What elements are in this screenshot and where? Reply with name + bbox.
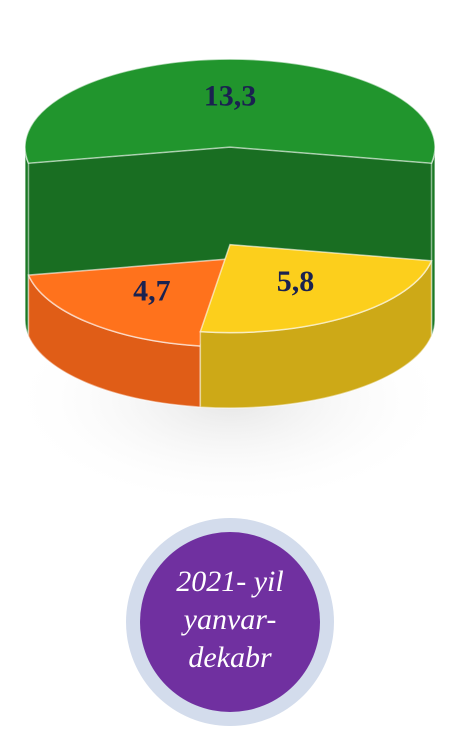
slice-top [24, 58, 436, 165]
slice: 5,8 [199, 243, 433, 409]
annotation-line: yanvar- [181, 603, 277, 636]
badge [140, 532, 320, 712]
data-label: 5,8 [277, 265, 315, 298]
slice-top [27, 258, 232, 347]
data-label: 13,3 [204, 80, 257, 113]
annotation-line: 2021- yil [176, 565, 283, 598]
data-label: 4,7 [133, 275, 171, 308]
slice-top [199, 243, 433, 334]
annotation-line: dekabr [188, 641, 272, 674]
pie: 13,3 4,7 5,8 [24, 58, 436, 409]
